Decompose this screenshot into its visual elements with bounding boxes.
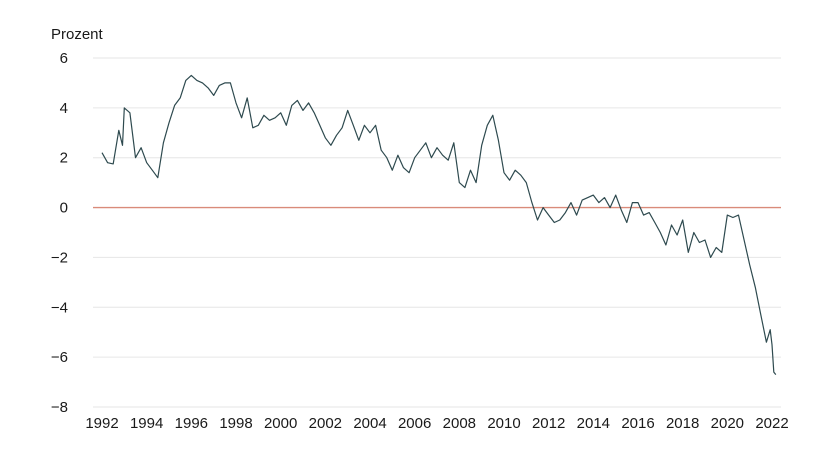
x-tick-label: 2014 bbox=[577, 415, 610, 432]
x-tick-labels: 1992 1994 1996 1998 2000 2002 2004 2006 2008 2010… bbox=[85, 415, 788, 432]
x-tick-label: 2004 bbox=[353, 415, 386, 432]
x-tick-label: 2016 bbox=[621, 415, 654, 432]
x-tick-label: 2002 bbox=[309, 415, 342, 432]
x-tick-label: 1994 bbox=[130, 415, 163, 432]
y-axis-unit-label: Prozent bbox=[51, 26, 104, 43]
gridlines bbox=[93, 57, 781, 408]
x-tick-label: 2012 bbox=[532, 415, 565, 432]
x-tick-label: 2000 bbox=[264, 415, 297, 432]
x-tick-label: 2006 bbox=[398, 415, 431, 432]
series-line bbox=[101, 74, 777, 375]
x-tick-label: 2018 bbox=[666, 415, 699, 432]
x-tick-label: 2010 bbox=[487, 415, 520, 432]
x-tick-label: 2022 bbox=[755, 415, 788, 432]
y-tick-label: 6 bbox=[60, 50, 68, 67]
y-tick-label: 4 bbox=[60, 100, 68, 117]
x-tick-label: 1998 bbox=[219, 415, 252, 432]
x-tick-label: 2008 bbox=[443, 415, 476, 432]
y-tick-label: −4 bbox=[51, 299, 68, 316]
x-tick-label: 1992 bbox=[85, 415, 118, 432]
x-tick-label: 2020 bbox=[711, 415, 744, 432]
y-tick-label: 0 bbox=[60, 200, 68, 217]
y-tick-label: −2 bbox=[51, 249, 68, 266]
y-tick-label: −6 bbox=[51, 349, 68, 366]
y-tick-label: 2 bbox=[60, 150, 68, 167]
y-tick-labels: 6 4 2 0 −2 −4 −6 −8 bbox=[51, 50, 68, 416]
x-tick-label: 1996 bbox=[175, 415, 208, 432]
y-tick-label: −8 bbox=[51, 399, 68, 416]
